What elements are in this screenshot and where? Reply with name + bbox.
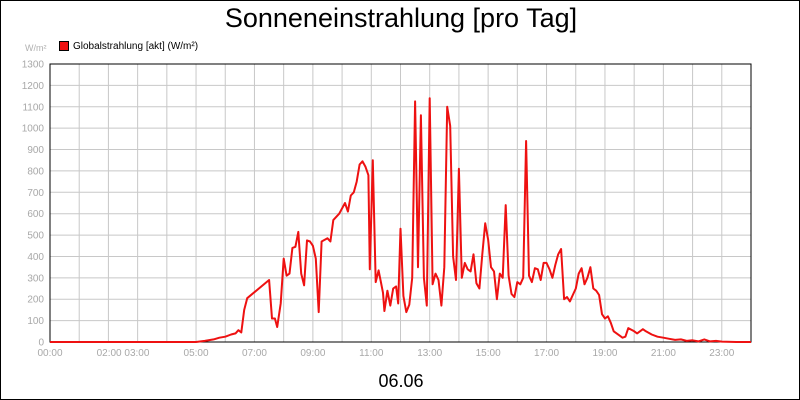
x-tick-label: 19:00 xyxy=(592,348,617,359)
x-tick-label: 02:00 03:00 xyxy=(97,348,150,359)
x-tick-label: 15:00 xyxy=(476,348,501,359)
y-tick-label: 0 xyxy=(38,338,44,349)
x-tick-label: 17:00 xyxy=(534,348,559,359)
x-tick-label: 00:00 xyxy=(37,348,62,359)
y-axis-unit-label: W/m² xyxy=(25,43,47,53)
y-tick-label: 500 xyxy=(27,231,44,242)
date-label: 06.06 xyxy=(378,371,424,391)
y-tick-label: 100 xyxy=(27,316,44,327)
y-tick-label: 1000 xyxy=(22,124,45,135)
x-tick-label: 07:00 xyxy=(242,348,267,359)
y-tick-label: 600 xyxy=(27,209,44,220)
chart-title: Sonneneinstrahlung [pro Tag] xyxy=(224,3,578,33)
y-tick-label: 200 xyxy=(27,295,44,306)
legend-label: Globalstrahlung [akt] (W/m²) xyxy=(73,40,199,52)
y-tick-label: 400 xyxy=(27,252,44,263)
y-tick-label: 700 xyxy=(27,188,44,199)
x-tick-label: 09:00 xyxy=(300,348,325,359)
x-tick-label: 23:00 xyxy=(709,348,734,359)
y-tick-label: 900 xyxy=(27,145,44,156)
x-tick-label: 13:00 xyxy=(417,348,442,359)
x-tick-label: 05:00 xyxy=(184,348,209,359)
y-tick-label: 1200 xyxy=(22,81,45,92)
legend: Globalstrahlung [akt] (W/m²) xyxy=(59,39,198,53)
x-tick-label: 11:00 xyxy=(359,348,384,359)
plot-border xyxy=(49,63,752,343)
x-tick-label: 21:00 xyxy=(651,348,676,359)
y-tick-label: 1100 xyxy=(22,102,44,113)
y-tick-label: 300 xyxy=(27,273,44,284)
series-line-globalstrahlung xyxy=(50,97,751,343)
legend-swatch xyxy=(59,41,69,51)
y-tick-label: 800 xyxy=(27,166,44,177)
y-tick-label: 1300 xyxy=(22,60,45,71)
